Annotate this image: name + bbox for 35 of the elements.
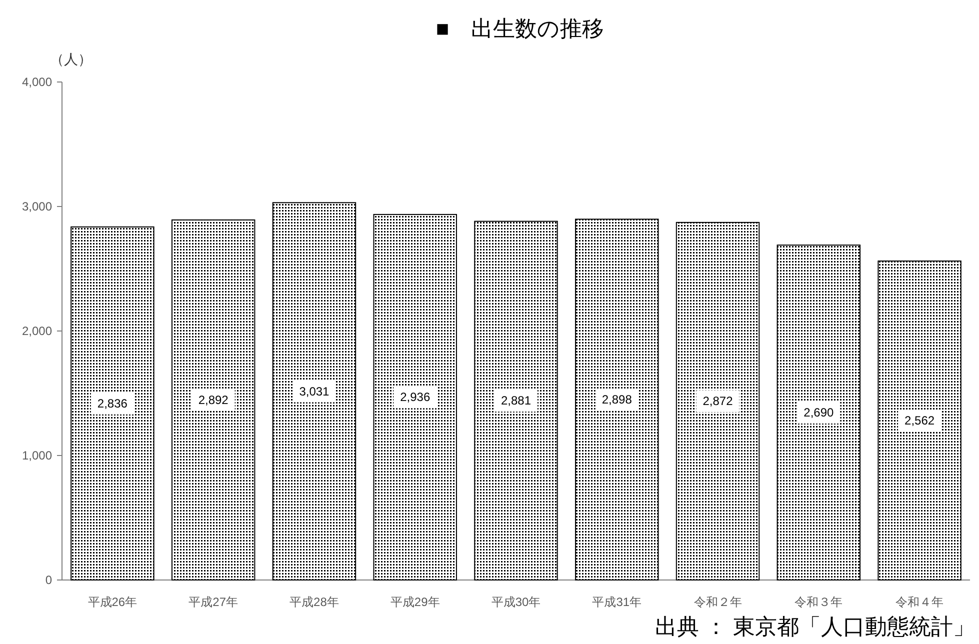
x-tick-label: 平成26年 [88, 595, 138, 609]
bar [171, 219, 256, 580]
data-label: 2,872 [702, 394, 734, 408]
data-label: 2,898 [602, 392, 632, 407]
x-tick-label: 令和４年 [896, 595, 944, 609]
bar [70, 226, 154, 580]
x-tick-label: 令和２年 [694, 595, 742, 609]
y-tick-label: 4,000 [22, 75, 52, 89]
source-note: 出典 ： 東京都「人口動態統計」 [654, 614, 975, 639]
x-tick-label: 平成27年 [188, 595, 238, 609]
data-label: 3,031 [299, 384, 330, 398]
bar [575, 218, 659, 580]
bar [878, 260, 962, 580]
chart-title: ■ 出生数の推移 [436, 16, 604, 41]
bar [373, 214, 457, 580]
y-tick-label: 1,000 [22, 448, 52, 462]
data-label: 2,690 [804, 406, 834, 420]
data-label: 2,836 [97, 396, 128, 410]
y-tick-label: 2,000 [22, 324, 52, 338]
bar [272, 202, 356, 580]
bar [676, 222, 760, 580]
y-axis-title: （人） [50, 51, 92, 67]
x-tick-label: 平成30年 [491, 595, 541, 609]
data-label: 2,892 [198, 392, 229, 407]
x-tick-label: 平成29年 [390, 595, 440, 609]
y-tick-label: 3,000 [22, 200, 52, 214]
data-label: 2,936 [400, 390, 430, 404]
x-tick-label: 平成28年 [290, 595, 339, 609]
bar [776, 244, 861, 580]
bar [474, 220, 558, 580]
data-label: 2,562 [904, 414, 935, 428]
x-tick-label: 平成31年 [592, 595, 642, 609]
data-label: 2,881 [500, 394, 532, 408]
x-tick-label: 令和３年 [794, 595, 843, 609]
y-tick-label: 0 [45, 573, 52, 587]
